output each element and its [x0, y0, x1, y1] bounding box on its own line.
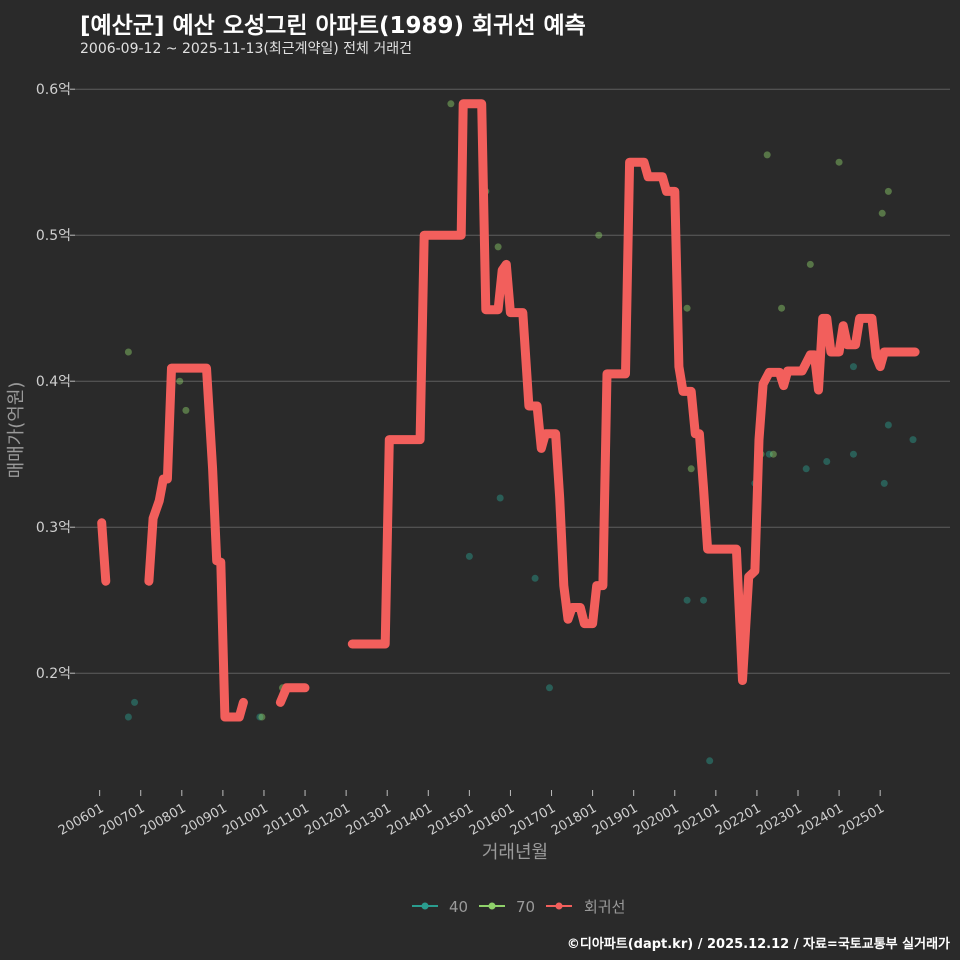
scatter-point-40	[849, 450, 857, 458]
y-tick-label: 0.4억	[36, 374, 71, 390]
legend-label-regression: 회귀선	[584, 898, 625, 916]
legend-label-70: 70	[516, 898, 535, 916]
x-tick-label: 200901	[179, 801, 229, 839]
scatter-point-70	[769, 450, 777, 458]
scatter-point-40	[531, 574, 539, 582]
scatter-point-70	[806, 260, 814, 268]
source-caption: ©디아파트(dapt.kr) / 2025.12.12 / 자료=국토교통부 실…	[566, 937, 950, 952]
scatter-point-70	[258, 713, 266, 721]
scatter-point-40	[256, 713, 264, 721]
regression-line	[97, 518, 111, 586]
legend-item-regression: 회귀선	[546, 898, 625, 916]
scatter-point-40	[131, 698, 139, 706]
scatter-point-70	[447, 100, 455, 108]
scatter-point-40	[802, 465, 810, 473]
scatter-point-70	[763, 151, 771, 159]
scatter-point-40	[683, 596, 691, 604]
scatter-point-70	[835, 158, 843, 166]
scatter-point-70	[176, 377, 184, 385]
scatter-point-40	[880, 479, 888, 487]
scatter-point-40	[545, 684, 553, 692]
x-tick-label: 201101	[261, 801, 311, 839]
grid-lines	[75, 88, 950, 674]
x-axis-ticks: 2006012007012008012009012010012011012012…	[56, 790, 887, 839]
legend-swatch-40-dot	[421, 902, 429, 910]
scatter-point-40	[465, 552, 473, 560]
x-tick-label: 200701	[97, 801, 147, 839]
legend-swatch-70-dot	[488, 902, 496, 910]
y-axis-title: 매매가(억원)	[6, 382, 27, 479]
x-tick-label: 202401	[795, 801, 845, 839]
x-tick-label: 200601	[56, 801, 106, 839]
y-tick-label: 0.3억	[36, 520, 71, 536]
x-tick-label: 201801	[549, 801, 599, 839]
regression-line	[275, 683, 310, 707]
legend-item-40: 40	[412, 898, 468, 916]
scatter-point-40	[124, 713, 132, 721]
scatter-point-70	[182, 406, 190, 414]
x-tick-label: 202301	[754, 801, 804, 839]
x-tick-label: 202201	[713, 801, 763, 839]
legend: 40 70 회귀선	[412, 898, 625, 916]
scatter-point-70	[884, 187, 892, 195]
scatter-point-70	[494, 243, 502, 251]
scatter-point-70	[687, 465, 695, 473]
legend-swatch-regression-dot	[555, 902, 563, 910]
x-axis-title: 거래년월	[482, 842, 548, 863]
y-axis-ticks: 0.2억 0.3억 0.4억 0.5억 0.6억	[36, 82, 75, 682]
x-tick-label: 201601	[467, 801, 517, 839]
y-tick-label: 0.6억	[36, 82, 71, 98]
y-tick-label: 0.2억	[36, 666, 71, 682]
x-tick-label: 202501	[837, 801, 887, 839]
x-tick-label: 200801	[138, 801, 188, 839]
scatter-point-70	[878, 209, 886, 217]
x-tick-label: 202001	[631, 801, 681, 839]
scatter-point-40	[823, 458, 831, 465]
scatter-point-70	[683, 304, 691, 312]
regression-line-layer	[97, 99, 920, 722]
scatter-point-40	[849, 363, 857, 371]
chart-subtitle: 2006-09-12 ~ 2025-11-13(최근계약일) 전체 거래건	[80, 41, 412, 57]
x-tick-label: 202101	[672, 801, 722, 839]
scatter-point-40	[884, 421, 892, 429]
x-tick-label: 201501	[426, 801, 476, 839]
x-tick-label: 201201	[303, 801, 353, 839]
chart-title: [예산군] 예산 오성그린 아파트(1989) 회귀선 예측	[80, 13, 586, 39]
scatter-point-40	[706, 757, 714, 765]
scatter-points	[124, 100, 917, 765]
legend-item-70: 70	[479, 898, 535, 916]
legend-label-40: 40	[449, 898, 468, 916]
x-tick-label: 201001	[220, 801, 270, 839]
regression-line	[347, 99, 920, 685]
regression-line	[144, 363, 248, 722]
scatter-point-70	[595, 231, 603, 239]
x-tick-label: 201901	[590, 801, 640, 839]
y-tick-label: 0.5억	[36, 228, 71, 244]
scatter-point-70	[124, 348, 132, 356]
x-tick-label: 201701	[508, 801, 558, 839]
scatter-point-70	[778, 304, 786, 312]
scatter-point-40	[909, 436, 917, 444]
scatter-point-40	[765, 450, 773, 458]
scatter-point-40	[496, 494, 504, 502]
x-tick-label: 201301	[344, 801, 394, 839]
x-tick-label: 201401	[385, 801, 435, 839]
scatter-point-40	[700, 596, 708, 604]
